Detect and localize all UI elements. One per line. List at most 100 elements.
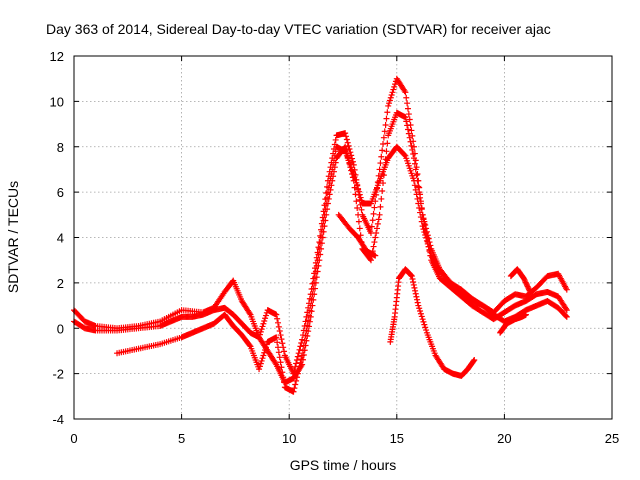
data-point [384,140,391,147]
data-point [415,200,422,207]
data-point [278,336,285,343]
data-point [305,317,312,324]
data-point [408,142,415,149]
data-point [369,217,376,224]
data-point [315,251,322,258]
data-point [298,356,305,363]
data-point [354,205,361,212]
x-tick-label: 25 [605,431,619,446]
data-point [562,312,569,319]
data-point [416,205,423,212]
data-point [523,280,530,287]
data-point [417,310,424,317]
x-tick-label: 0 [70,431,77,446]
y-tick-label: -4 [52,412,64,427]
data-point [380,141,387,148]
data-point [426,246,433,253]
data-point [321,211,328,218]
data-point [293,357,300,364]
data-point [378,195,385,202]
data-point [344,139,351,146]
data-point [414,170,421,177]
data-point [425,243,432,250]
data-point [380,134,387,141]
x-tick-label: 10 [282,431,296,446]
y-tick-label: 10 [50,94,64,109]
data-point [370,243,377,250]
data-point [404,100,411,107]
data-point [421,229,428,236]
data-point [355,218,362,225]
data-point [258,357,265,364]
data-point [343,136,350,143]
data-point [319,223,326,230]
data-point [392,81,399,88]
data-point [411,155,418,162]
data-point [356,225,363,232]
data-point [261,317,268,324]
data-point [314,257,321,264]
series-track-e [387,266,478,379]
data-point [293,377,300,384]
data-point [410,151,417,158]
data-point [420,318,427,325]
y-tick-label: 2 [57,276,64,291]
data-point [408,272,415,279]
data-point [294,370,301,377]
data-point [277,332,284,339]
data-point [411,182,418,189]
data-point [258,326,265,333]
data-point [318,228,325,235]
data-point [387,94,394,101]
data-point [371,204,378,211]
data-point [367,229,374,236]
data-point [374,225,381,232]
data-point [418,313,425,320]
data-point [376,211,383,218]
data-point [403,94,410,101]
data-point [275,323,282,330]
data-point [273,334,280,341]
x-axis-label: GPS time / hours [290,457,397,473]
data-point [383,115,390,122]
data-point [256,363,263,370]
data-point [372,252,379,259]
data-point [346,146,353,153]
data-point [407,138,414,145]
data-point [297,343,304,350]
data-point [405,130,412,137]
data-point [279,369,286,376]
data-point [563,286,570,293]
data-point [342,130,349,137]
data-point [281,379,288,386]
data-point [412,290,419,297]
data-point [422,324,429,331]
data-point [354,182,361,189]
data-point [370,210,377,217]
data-point [329,166,336,173]
data-point [300,342,307,349]
data-point [412,287,419,294]
data-point [423,237,430,244]
data-point [367,256,374,263]
series-track-a [71,75,570,377]
data-point [324,194,331,201]
data-point [563,313,570,320]
data-point [302,332,309,339]
data-point [403,118,410,125]
data-point [411,284,418,291]
data-point [424,240,431,247]
data-point [277,359,284,366]
data-point [471,357,478,364]
data-point [322,206,329,213]
data-point [420,226,427,233]
data-point [349,158,356,165]
data-point [408,127,415,134]
data-point [402,114,409,121]
data-point [296,346,303,353]
data-point [417,308,424,315]
data-point [520,275,527,282]
data-point [316,245,323,252]
data-point [301,337,308,344]
